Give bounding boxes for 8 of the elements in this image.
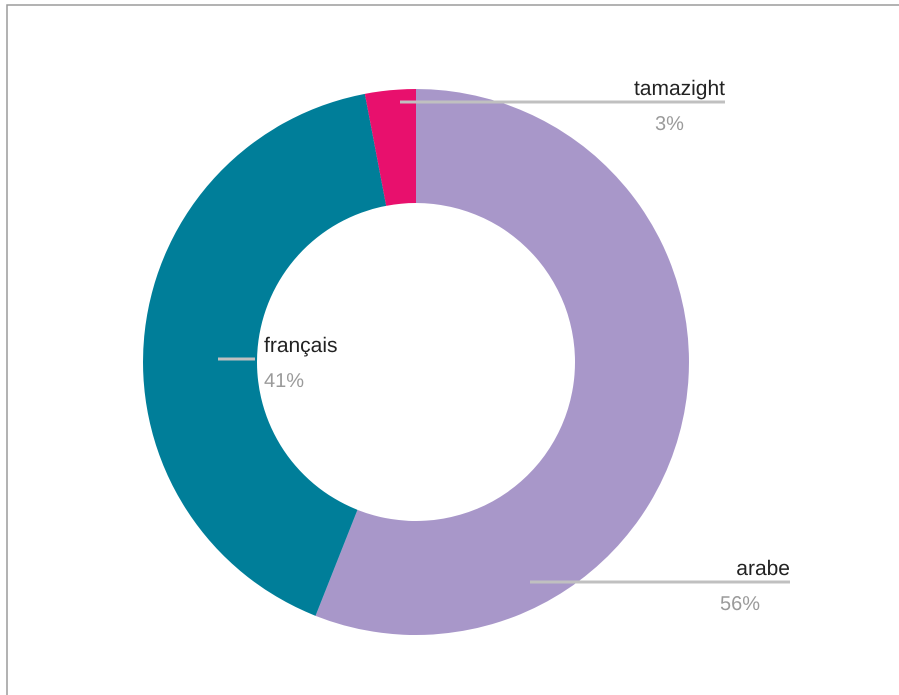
slice-label: arabe (736, 557, 790, 580)
donut-slice (364, 89, 416, 206)
slice-label: français (264, 334, 338, 357)
donut-slice (143, 94, 386, 616)
slice-label: tamazight (634, 77, 726, 100)
data-label: 41% (264, 370, 304, 392)
data-label: 56% (720, 593, 760, 615)
data-label: 3% (655, 113, 684, 135)
